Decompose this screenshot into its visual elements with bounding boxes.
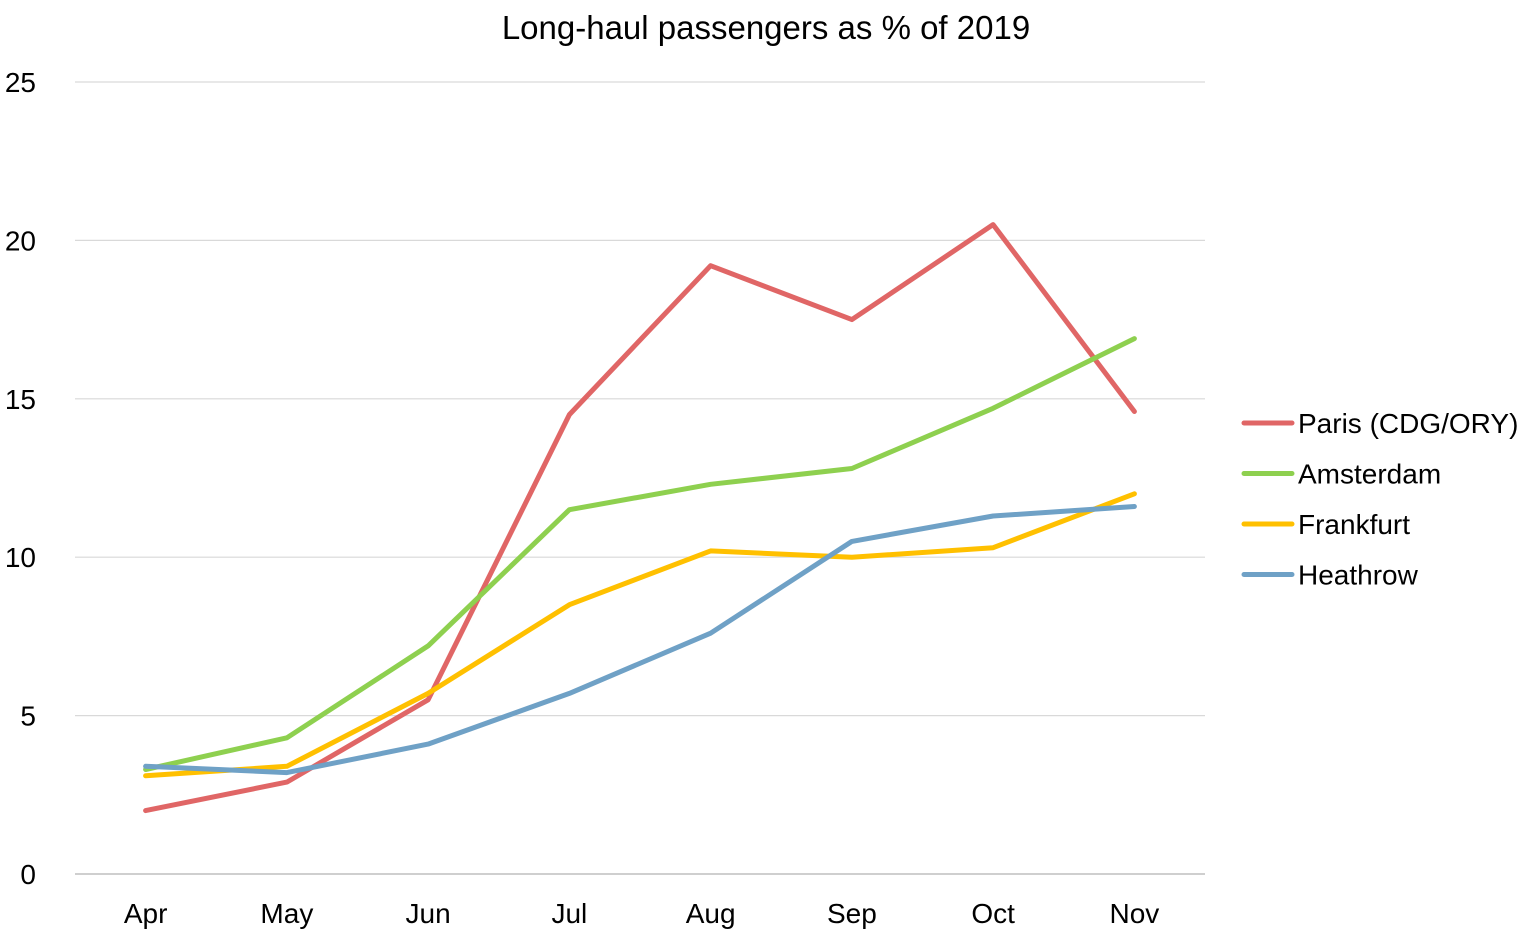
x-tick-label: Oct: [971, 898, 1015, 929]
chart-title: Long-haul passengers as % of 2019: [502, 9, 1030, 46]
y-axis-labels: 0 5 10 15 20 25: [5, 67, 36, 890]
series-line-frankfurt: [143, 491, 1137, 779]
x-axis-labels: Apr May Jun Jul Aug Sep Oct Nov: [124, 898, 1159, 929]
x-tick-label: Apr: [124, 898, 168, 929]
y-tick-label: 10: [5, 542, 36, 573]
legend-label: Heathrow: [1298, 560, 1419, 591]
x-tick-label: Sep: [827, 898, 877, 929]
x-tick-label: Jun: [406, 898, 451, 929]
legend-label: Amsterdam: [1298, 459, 1441, 490]
x-tick-label: Aug: [686, 898, 736, 929]
x-tick-label: Jul: [551, 898, 587, 929]
y-tick-label: 25: [5, 67, 36, 98]
x-tick-label: Nov: [1109, 898, 1159, 929]
series-line-heathrow: [143, 504, 1137, 776]
series-lines: [143, 222, 1137, 814]
legend: Paris (CDG/ORY) Amsterdam Frankfurt Heathro…: [1241, 408, 1518, 591]
legend-label: Frankfurt: [1298, 509, 1410, 540]
x-tick-label: May: [260, 898, 313, 929]
y-tick-label: 20: [5, 225, 36, 256]
y-tick-label: 15: [5, 384, 36, 415]
gridlines: [75, 81, 1205, 875]
legend-label: Paris (CDG/ORY): [1298, 408, 1518, 439]
y-tick-label: 5: [20, 701, 36, 732]
series-line-amsterdam: [143, 336, 1137, 772]
y-tick-label: 0: [20, 859, 36, 890]
